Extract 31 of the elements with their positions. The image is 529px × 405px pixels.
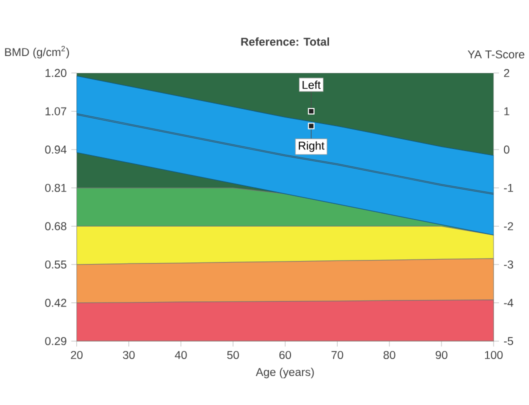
x-tick-label: 80 [384,351,396,360]
x-tick-label: 70 [332,351,344,360]
y2-tick-label: 0 [504,146,510,154]
y-tick-label: 1.07 [46,107,66,116]
x-tick-label: 100 [485,351,503,360]
y-tick-label: 0.68 [45,222,66,230]
y-tick-label: 0.42 [45,298,66,308]
x-tick-label: 60 [279,351,292,360]
y-tick-label: 1.20 [46,69,66,78]
x-tick-label: 20 [70,351,83,360]
y2-tick-label: 1 [504,108,510,116]
y-tick-label: 0.55 [45,260,66,269]
y-tick-label: 0.81 [45,184,66,192]
y2-tick-label: -5 [504,337,514,346]
annotation: Right [298,142,324,152]
y-tick-label: 0.94 [45,146,66,154]
y2-axis-title: YA T-Score [468,50,524,59]
y2-tick-label: -1 [504,184,514,192]
y-axis-title: BMD (g/cm$^{2}$) [5,46,70,59]
x-axis-title: Age (years) [256,368,314,378]
y2-tick-label: -3 [504,260,514,269]
chart-title: Reference: Total [241,38,330,46]
y2-tick-label: -4 [504,299,514,307]
x-tick-label: 30 [122,351,135,360]
x-tick-label: 40 [174,351,187,360]
y-tick-label: 0.29 [45,337,66,346]
x-tick-label: 50 [227,351,239,360]
y2-tick-label: 2 [504,69,510,78]
annotation: Left [302,80,321,90]
x-tick-label: 90 [436,351,448,360]
y2-tick-label: -2 [504,222,514,230]
